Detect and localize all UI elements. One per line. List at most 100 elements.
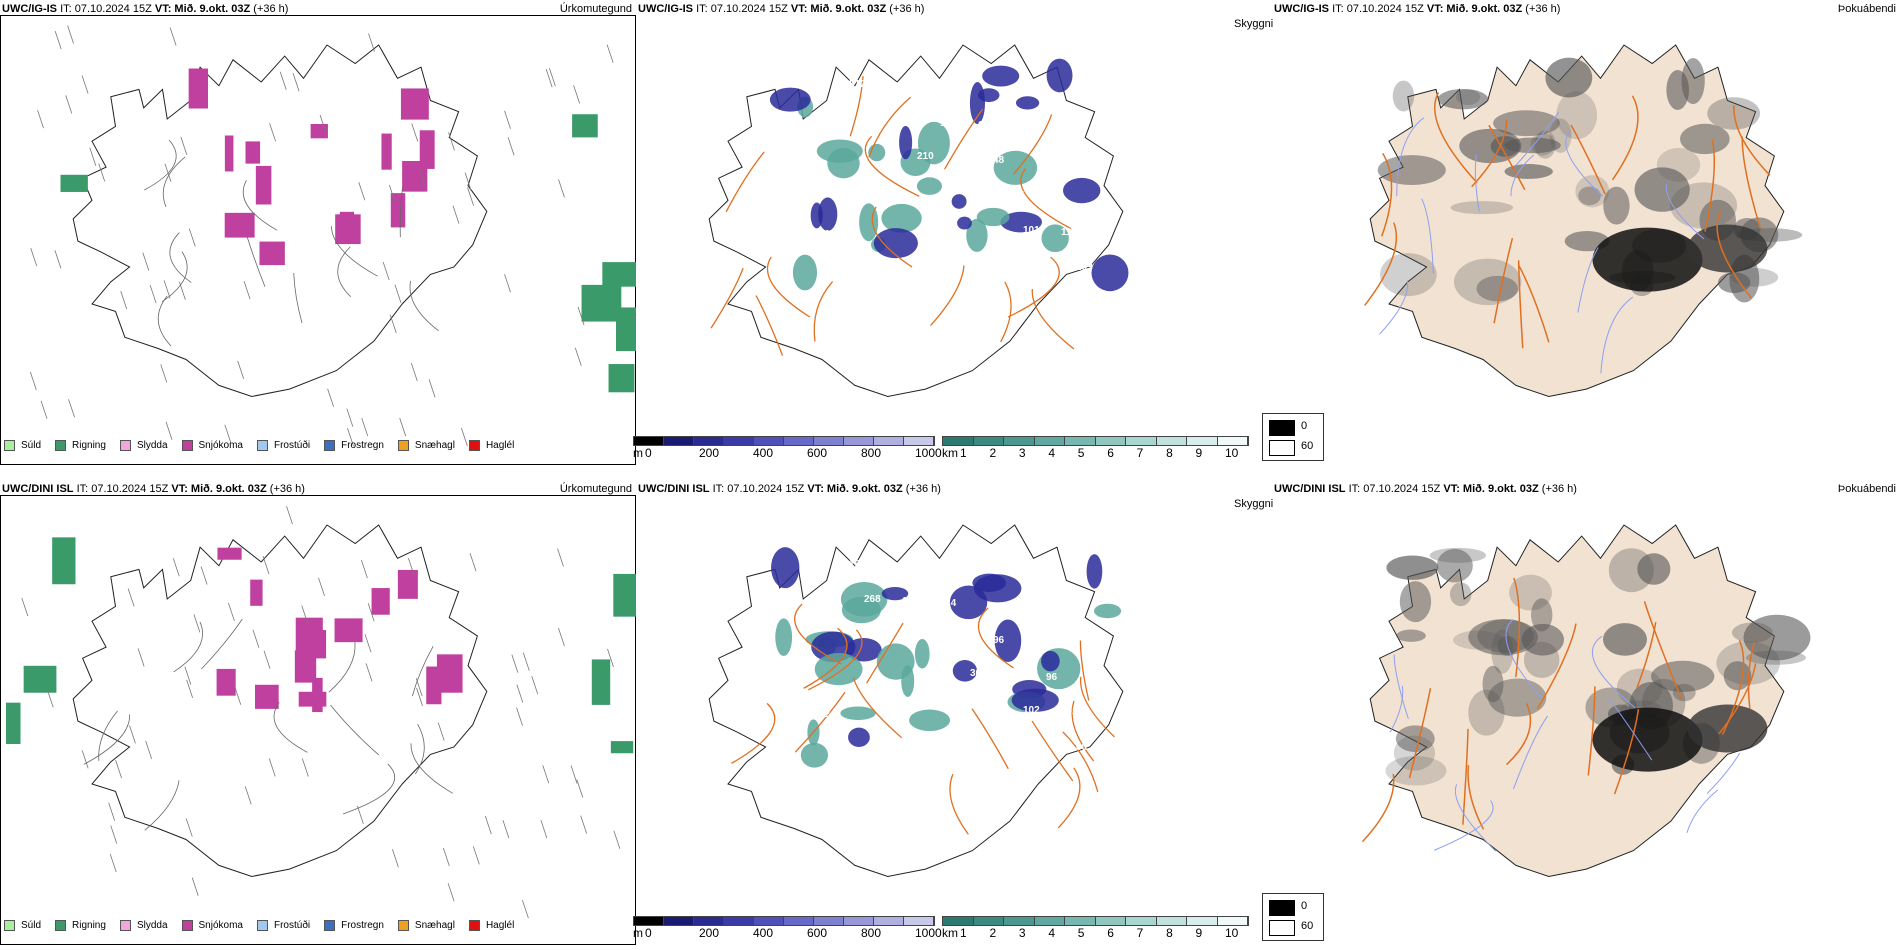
wind-barb [46,689,54,708]
fog-patch [1723,661,1752,691]
rain-area [5,702,21,745]
fog-legend-label: 0 [1301,420,1308,432]
wind-barb [606,44,614,63]
road-line [144,139,177,191]
colorbar-tick: 5 [1077,926,1085,940]
colorbar-tick: 0 [645,446,652,460]
road-line [330,226,378,277]
wind-barb [577,306,585,326]
wind-barb [244,786,252,805]
wind-barb [29,371,37,390]
road-line [273,702,308,753]
colorbar-tick: 7 [1136,446,1144,460]
legend-swatch [55,920,67,931]
colorbar-bin [1004,917,1035,925]
legend-item: Snæhagl [397,920,455,931]
wind-barb [37,109,44,129]
fog-patch [1634,167,1690,212]
colorbar-bin [1065,917,1096,925]
cloud-base-label: 120 [940,118,957,129]
cloud-base-label: 16 [849,559,861,570]
colorbar-unit: km [942,926,958,940]
colorbar-strip [942,436,1249,446]
wind-barb [228,602,235,622]
wind-barb [399,417,407,437]
legend-label: Snæhagl [414,920,455,931]
fog-legend-swatch [1269,440,1295,456]
road-line [293,272,303,324]
fog-panel-row2: UWC/DINI ISL IT: 07.10.2024 15Z VT: Mið.… [1272,480,1900,950]
wind-barb [137,648,145,667]
wind-barb [200,566,208,585]
road-line [1587,686,1596,776]
road-line [849,76,864,137]
fog-dense-area [1592,707,1703,772]
road-line [864,135,920,197]
cloud-base-label: 93 [902,116,914,127]
cloud-base-label: 149 [887,81,904,92]
cloud-area [1041,224,1069,253]
snow-area [400,88,429,120]
colorbar-bin [1126,437,1157,445]
wind-barb [407,557,415,577]
colorbar-bin [1004,437,1035,445]
colorbar-tick: 4 [1048,926,1056,940]
wind-barb [129,725,136,744]
wind-barb [574,347,582,366]
fog-panel-row1: UWC/IG-IS IT: 07.10.2024 15Z VT: Mið. 9.… [1272,0,1900,465]
legend-swatch [256,440,268,451]
cloud-area [994,619,1022,663]
legend-swatch [181,920,193,931]
cloud-base-label: 30 [925,83,937,94]
fog-patch [1488,678,1547,717]
legend-item: Snjókoma [181,920,243,931]
wind-barb [549,68,556,87]
colorbar-tick: 800 [861,926,882,940]
colorbar-bin [1034,917,1065,925]
road-line [409,280,439,332]
cloud-base-label: 96 [993,635,1005,646]
cloud-area [957,216,972,230]
colorbar-tick: 3 [1018,926,1026,940]
fog-legend-label: 60 [1301,440,1314,452]
wind-barb [448,132,455,151]
wind-barb [172,558,180,577]
panel-title: Úrkomutegund [559,483,632,495]
cloud-base-label: 289 [955,633,972,644]
cloud-base-label: 114 [940,598,957,609]
colorbar-bin [874,917,904,925]
road-line [725,151,765,213]
road-line [794,603,842,665]
legend-swatch [397,440,409,451]
road-line [1057,767,1081,829]
fog-patch [1716,641,1781,685]
snow-area [298,691,327,707]
cloud-area [1011,688,1059,712]
river-line [1474,154,1480,212]
wind-barb [540,819,548,839]
fog-legend-swatch [1269,420,1295,436]
road-line [1020,168,1072,230]
wind-barb [364,634,372,653]
fog-patch [1666,69,1690,110]
snow-area [250,579,263,606]
fog-patch [1468,689,1505,736]
wind-barb [263,650,271,669]
colorbar-bin [1034,437,1065,445]
cloud-base-label: 24 [1008,670,1020,681]
wind-barb [516,684,524,703]
road-line [1471,120,1508,188]
colorbar-bin [1217,917,1248,925]
rain-area [572,114,598,138]
colorbar-bin [1065,437,1096,445]
colorbar-tick: 9 [1195,446,1203,460]
snow-area [310,123,328,139]
road-line [1062,731,1099,792]
legend-item: Slydda [119,920,168,931]
wind-barb [149,284,157,304]
legend-label: Súld [21,920,42,931]
cloud-base-label: 33 [872,266,884,277]
road-line [1513,577,1521,678]
road-line [330,704,380,756]
panel-header: UWC/DINI ISL IT: 07.10.2024 15Z VT: Mið.… [2,483,305,495]
